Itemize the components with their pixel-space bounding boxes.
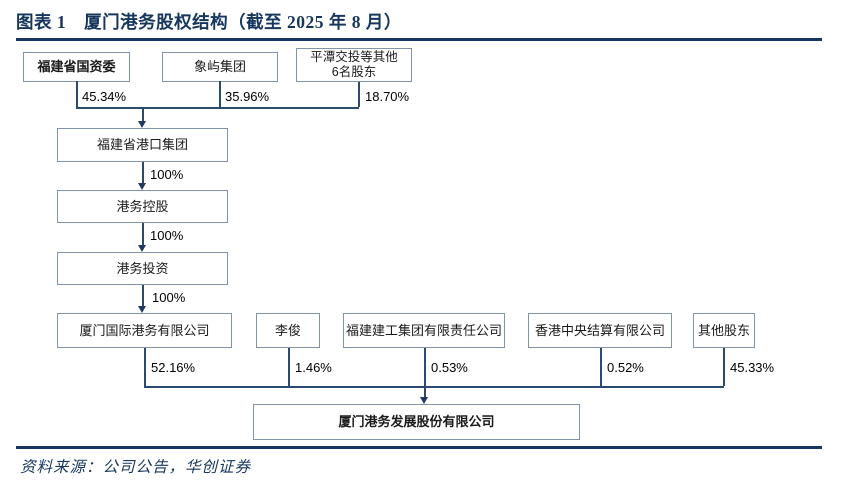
- node-xiamen-intl-port: 厦门国际港务有限公司: [57, 313, 232, 348]
- connector-top-v2: [219, 81, 221, 107]
- pct-xiangyu-group: 35.96%: [225, 89, 270, 104]
- pct-chain-2: 100%: [150, 228, 184, 243]
- connector-bottom-v5: [723, 348, 725, 386]
- arrowhead-down-icon: [138, 121, 146, 128]
- node-xiangyu-group: 象屿集团: [162, 52, 278, 82]
- pct-li-jun: 1.46%: [295, 360, 332, 375]
- pct-chain-3: 100%: [152, 290, 186, 305]
- node-gangwu-investment: 港务投资: [57, 252, 228, 285]
- node-li-jun: 李俊: [256, 313, 320, 348]
- arrowhead-down-icon: [138, 245, 146, 252]
- connector-bottom-h: [144, 386, 724, 388]
- connector-top-h: [76, 107, 359, 109]
- node-target-company: 厦门港务发展股份有限公司: [253, 404, 580, 440]
- pct-hkscc: 0.52%: [607, 360, 644, 375]
- node-hkscc: 香港中央结算有限公司: [528, 313, 672, 348]
- node-pingtan-jiaotou-others: 平潭交投等其他 6名股东: [296, 48, 412, 82]
- connector-bottom-v4: [600, 348, 602, 386]
- connector-bottom-v2: [288, 348, 290, 386]
- bottom-divider: [16, 446, 822, 449]
- node-fujian-port-group: 福建省港口集团: [57, 128, 228, 162]
- connector-top-v3: [358, 82, 360, 107]
- arrowhead-down-icon: [138, 183, 146, 190]
- node-fujian-sasac: 福建省国资委: [23, 52, 130, 82]
- node-gangwu-holding: 港务控股: [57, 190, 228, 223]
- connector-arrow-stem-1: [142, 107, 144, 121]
- pct-fujian-sasac: 45.34%: [82, 89, 127, 104]
- connector-arrow-stem-2: [424, 386, 426, 397]
- connector-bottom-v3: [424, 348, 426, 386]
- node-other-shareholders: 其他股东: [693, 313, 755, 348]
- pct-xiamen-intl-port: 52.16%: [151, 360, 196, 375]
- pct-other-shareholders: 45.33%: [730, 360, 775, 375]
- arrowhead-down-icon: [138, 306, 146, 313]
- figure-title: 图表 1 厦门港务股权结构（截至 2025 年 8 月）: [16, 12, 402, 32]
- pct-pingtan-others: 18.70%: [365, 89, 410, 104]
- node-fujian-construction-group: 福建建工集团有限责任公司: [343, 313, 505, 348]
- pct-fujian-construction: 0.53%: [431, 360, 468, 375]
- connector-chain-v1: [142, 162, 144, 183]
- connector-top-v1: [76, 81, 78, 107]
- connector-chain-v2: [142, 223, 144, 245]
- source-note: 资料来源：公司公告，华创证券: [20, 459, 252, 476]
- connector-chain-v3: [142, 285, 144, 306]
- pct-chain-1: 100%: [150, 167, 184, 182]
- arrowhead-down-icon: [420, 397, 428, 404]
- title-divider: [16, 38, 822, 41]
- connector-bottom-v1: [144, 348, 146, 386]
